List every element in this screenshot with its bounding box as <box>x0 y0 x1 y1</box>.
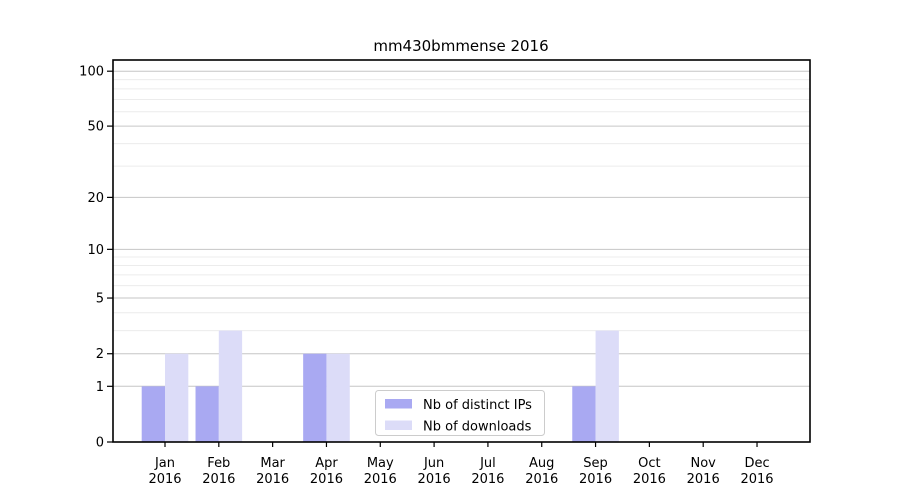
x-tick-label-month: Jan <box>154 456 175 471</box>
y-tick-label: 20 <box>87 191 104 206</box>
x-tick-label-month: Aug <box>529 456 554 471</box>
bar-downloads <box>165 353 189 442</box>
x-tick-label-year: 2016 <box>148 472 181 487</box>
x-tick-label-year: 2016 <box>525 472 558 487</box>
x-tick-label-month: Jul <box>479 456 496 471</box>
bar-distinct-ips <box>303 353 327 442</box>
bar-downloads <box>326 353 350 442</box>
y-tick-label: 1 <box>96 380 104 395</box>
y-tick-label: 0 <box>96 436 104 451</box>
x-tick-label-year: 2016 <box>202 472 235 487</box>
axis-ticks <box>107 70 758 447</box>
x-tick-label-month: May <box>367 456 394 471</box>
x-tick-label-year: 2016 <box>633 472 666 487</box>
bar-distinct-ips <box>141 386 165 442</box>
bar-downloads <box>218 330 243 442</box>
x-tick-label-month: Mar <box>260 456 285 471</box>
x-tick-label-month: Nov <box>691 456 717 471</box>
y-tick-label: 10 <box>87 243 104 258</box>
x-tick-label-month: Oct <box>638 456 660 471</box>
x-tick-label-year: 2016 <box>740 472 773 487</box>
x-tick-label-year: 2016 <box>310 472 343 487</box>
legend-swatch-downloads <box>385 420 412 430</box>
bar-distinct-ips <box>195 386 219 442</box>
x-tick-label-year: 2016 <box>364 472 397 487</box>
x-tick-label-month: Jun <box>423 456 444 471</box>
x-tick-label-year: 2016 <box>579 472 612 487</box>
x-tick-label-year: 2016 <box>471 472 504 487</box>
x-tick-label-month: Sep <box>583 456 608 471</box>
x-tick-label-year: 2016 <box>687 472 720 487</box>
legend: Nb of distinct IPs Nb of downloads <box>375 390 545 436</box>
legend-label-distinct-ips: Nb of distinct IPs <box>423 398 532 413</box>
x-tick-label-year: 2016 <box>418 472 451 487</box>
y-tick-label: 100 <box>79 65 104 80</box>
y-tick-label: 50 <box>87 120 104 135</box>
x-tick-label-month: Apr <box>315 456 338 471</box>
chart-title: mm430bmmense 2016 <box>373 37 548 55</box>
x-tick-label-month: Feb <box>207 456 230 471</box>
bar-distinct-ips <box>572 386 596 442</box>
y-tick-label: 2 <box>96 347 104 362</box>
legend-label-downloads: Nb of downloads <box>423 420 532 435</box>
legend-swatch-distinct-ips <box>385 399 412 409</box>
legend-box <box>375 390 545 436</box>
gridlines <box>113 70 810 387</box>
bar-downloads <box>595 330 619 442</box>
y-tick-label: 5 <box>96 292 104 307</box>
x-tick-label-month: Dec <box>744 456 769 471</box>
plot-border <box>112 59 811 443</box>
bars <box>141 330 619 442</box>
axis-labels: 0125102050100Jan2016Feb2016Mar2016Apr201… <box>79 65 773 487</box>
x-tick-label-year: 2016 <box>256 472 289 487</box>
